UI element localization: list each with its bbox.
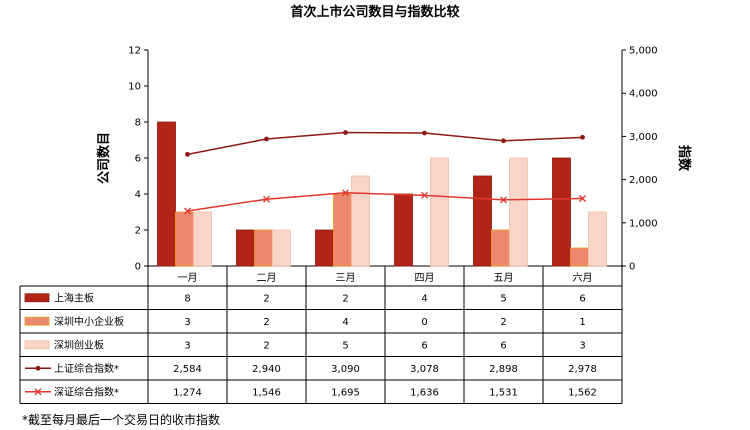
bar (552, 157, 571, 267)
bar (473, 175, 492, 267)
data-point (500, 196, 507, 204)
data-point (343, 130, 348, 135)
bar (491, 229, 510, 267)
bar (333, 193, 352, 267)
data-point (264, 136, 269, 142)
data-label: 1,531 (489, 387, 518, 398)
bar (570, 247, 589, 267)
data-label: 6 (579, 293, 585, 304)
data-label: 0 (421, 317, 427, 328)
data-label: 1 (579, 317, 585, 328)
data-point (421, 191, 428, 199)
bar (272, 229, 291, 267)
y2-axis-title: 指数 (676, 145, 692, 172)
data-label: 6 (421, 340, 427, 351)
bar (236, 229, 255, 267)
data-label: 1,636 (410, 387, 439, 398)
legend-label: 深圳中小企业板 (54, 315, 124, 328)
bar (175, 211, 194, 267)
legend-label: 深圳创业板 (54, 338, 104, 351)
x-tick-label: 三月 (336, 272, 356, 284)
y2-tick-label: 4,000 (629, 89, 658, 100)
y-tick-label: 12 (128, 46, 141, 57)
bar (430, 157, 449, 267)
data-label: 2,898 (489, 364, 518, 375)
data-point (184, 207, 191, 215)
x-tick-label: 二月 (257, 272, 277, 284)
data-point (422, 130, 427, 136)
data-label: 2 (263, 340, 269, 351)
data-label: 3,078 (410, 364, 439, 375)
bar (193, 211, 212, 267)
data-label: 2 (263, 293, 269, 304)
data-point (342, 189, 349, 197)
data-point (185, 151, 190, 157)
legend-label: 深证综合指数* (54, 385, 119, 398)
data-label: 3 (184, 317, 190, 328)
legend-marker (34, 388, 42, 396)
data-label: 6 (500, 340, 506, 351)
legend-swatch (24, 340, 50, 350)
data-label: 3,090 (331, 364, 360, 375)
y-axis-title: 公司数目 (96, 132, 112, 184)
bar (157, 121, 176, 267)
data-point (579, 195, 586, 202)
data-label: 2 (263, 317, 269, 328)
data-point (501, 138, 506, 144)
y-tick-label: 10 (128, 82, 141, 93)
x-tick-label: 六月 (573, 272, 593, 284)
data-label: 2,584 (173, 364, 202, 375)
data-label: 4 (342, 317, 348, 328)
bar (588, 211, 607, 267)
legend-label: 上证综合指数* (54, 362, 119, 375)
data-label: 3 (184, 340, 190, 351)
data-label: 4 (421, 293, 427, 304)
y-tick-label: 4 (135, 190, 141, 201)
legend-swatch (24, 293, 50, 303)
data-label: 3 (579, 340, 585, 351)
data-label: 8 (184, 293, 190, 304)
x-tick-label: 五月 (494, 272, 514, 284)
bar (254, 229, 273, 267)
y-tick-label: 6 (135, 154, 141, 165)
data-label: 2,978 (568, 364, 597, 375)
y-tick-label: 0 (135, 262, 141, 273)
data-label: 5 (342, 340, 348, 351)
data-label: 1,546 (252, 387, 281, 398)
footnote: *截至每月最后一个交易日的收市指数 (22, 412, 220, 427)
data-label: 2 (500, 317, 506, 328)
y2-tick-label: 5,000 (629, 46, 658, 57)
data-label: 1,695 (331, 387, 360, 398)
data-label: 5 (500, 293, 506, 304)
y2-tick-label: 0 (629, 262, 635, 273)
x-tick-label: 一月 (178, 272, 198, 284)
bar (509, 157, 528, 267)
series-line (187, 131, 583, 156)
data-label: 1,562 (568, 387, 597, 398)
data-point (263, 195, 270, 203)
y2-tick-label: 1,000 (629, 218, 658, 229)
data-label: 2 (342, 293, 348, 304)
bar (394, 193, 413, 267)
data-label: 1,274 (173, 387, 202, 398)
y-tick-label: 2 (135, 226, 141, 237)
bar (351, 175, 370, 267)
y2-tick-label: 2,000 (629, 175, 658, 186)
data-label: 2,940 (252, 364, 281, 375)
x-tick-label: 四月 (415, 272, 435, 284)
legend-swatch (24, 316, 50, 326)
data-point (580, 134, 585, 140)
bar (315, 229, 334, 267)
y2-tick-label: 3,000 (629, 132, 658, 143)
series-line (187, 192, 583, 212)
chart-title: 首次上市公司数目与指数比较 (290, 4, 459, 20)
y-tick-label: 8 (135, 118, 141, 129)
legend-label: 上海主板 (54, 291, 94, 304)
legend-marker (35, 365, 41, 371)
